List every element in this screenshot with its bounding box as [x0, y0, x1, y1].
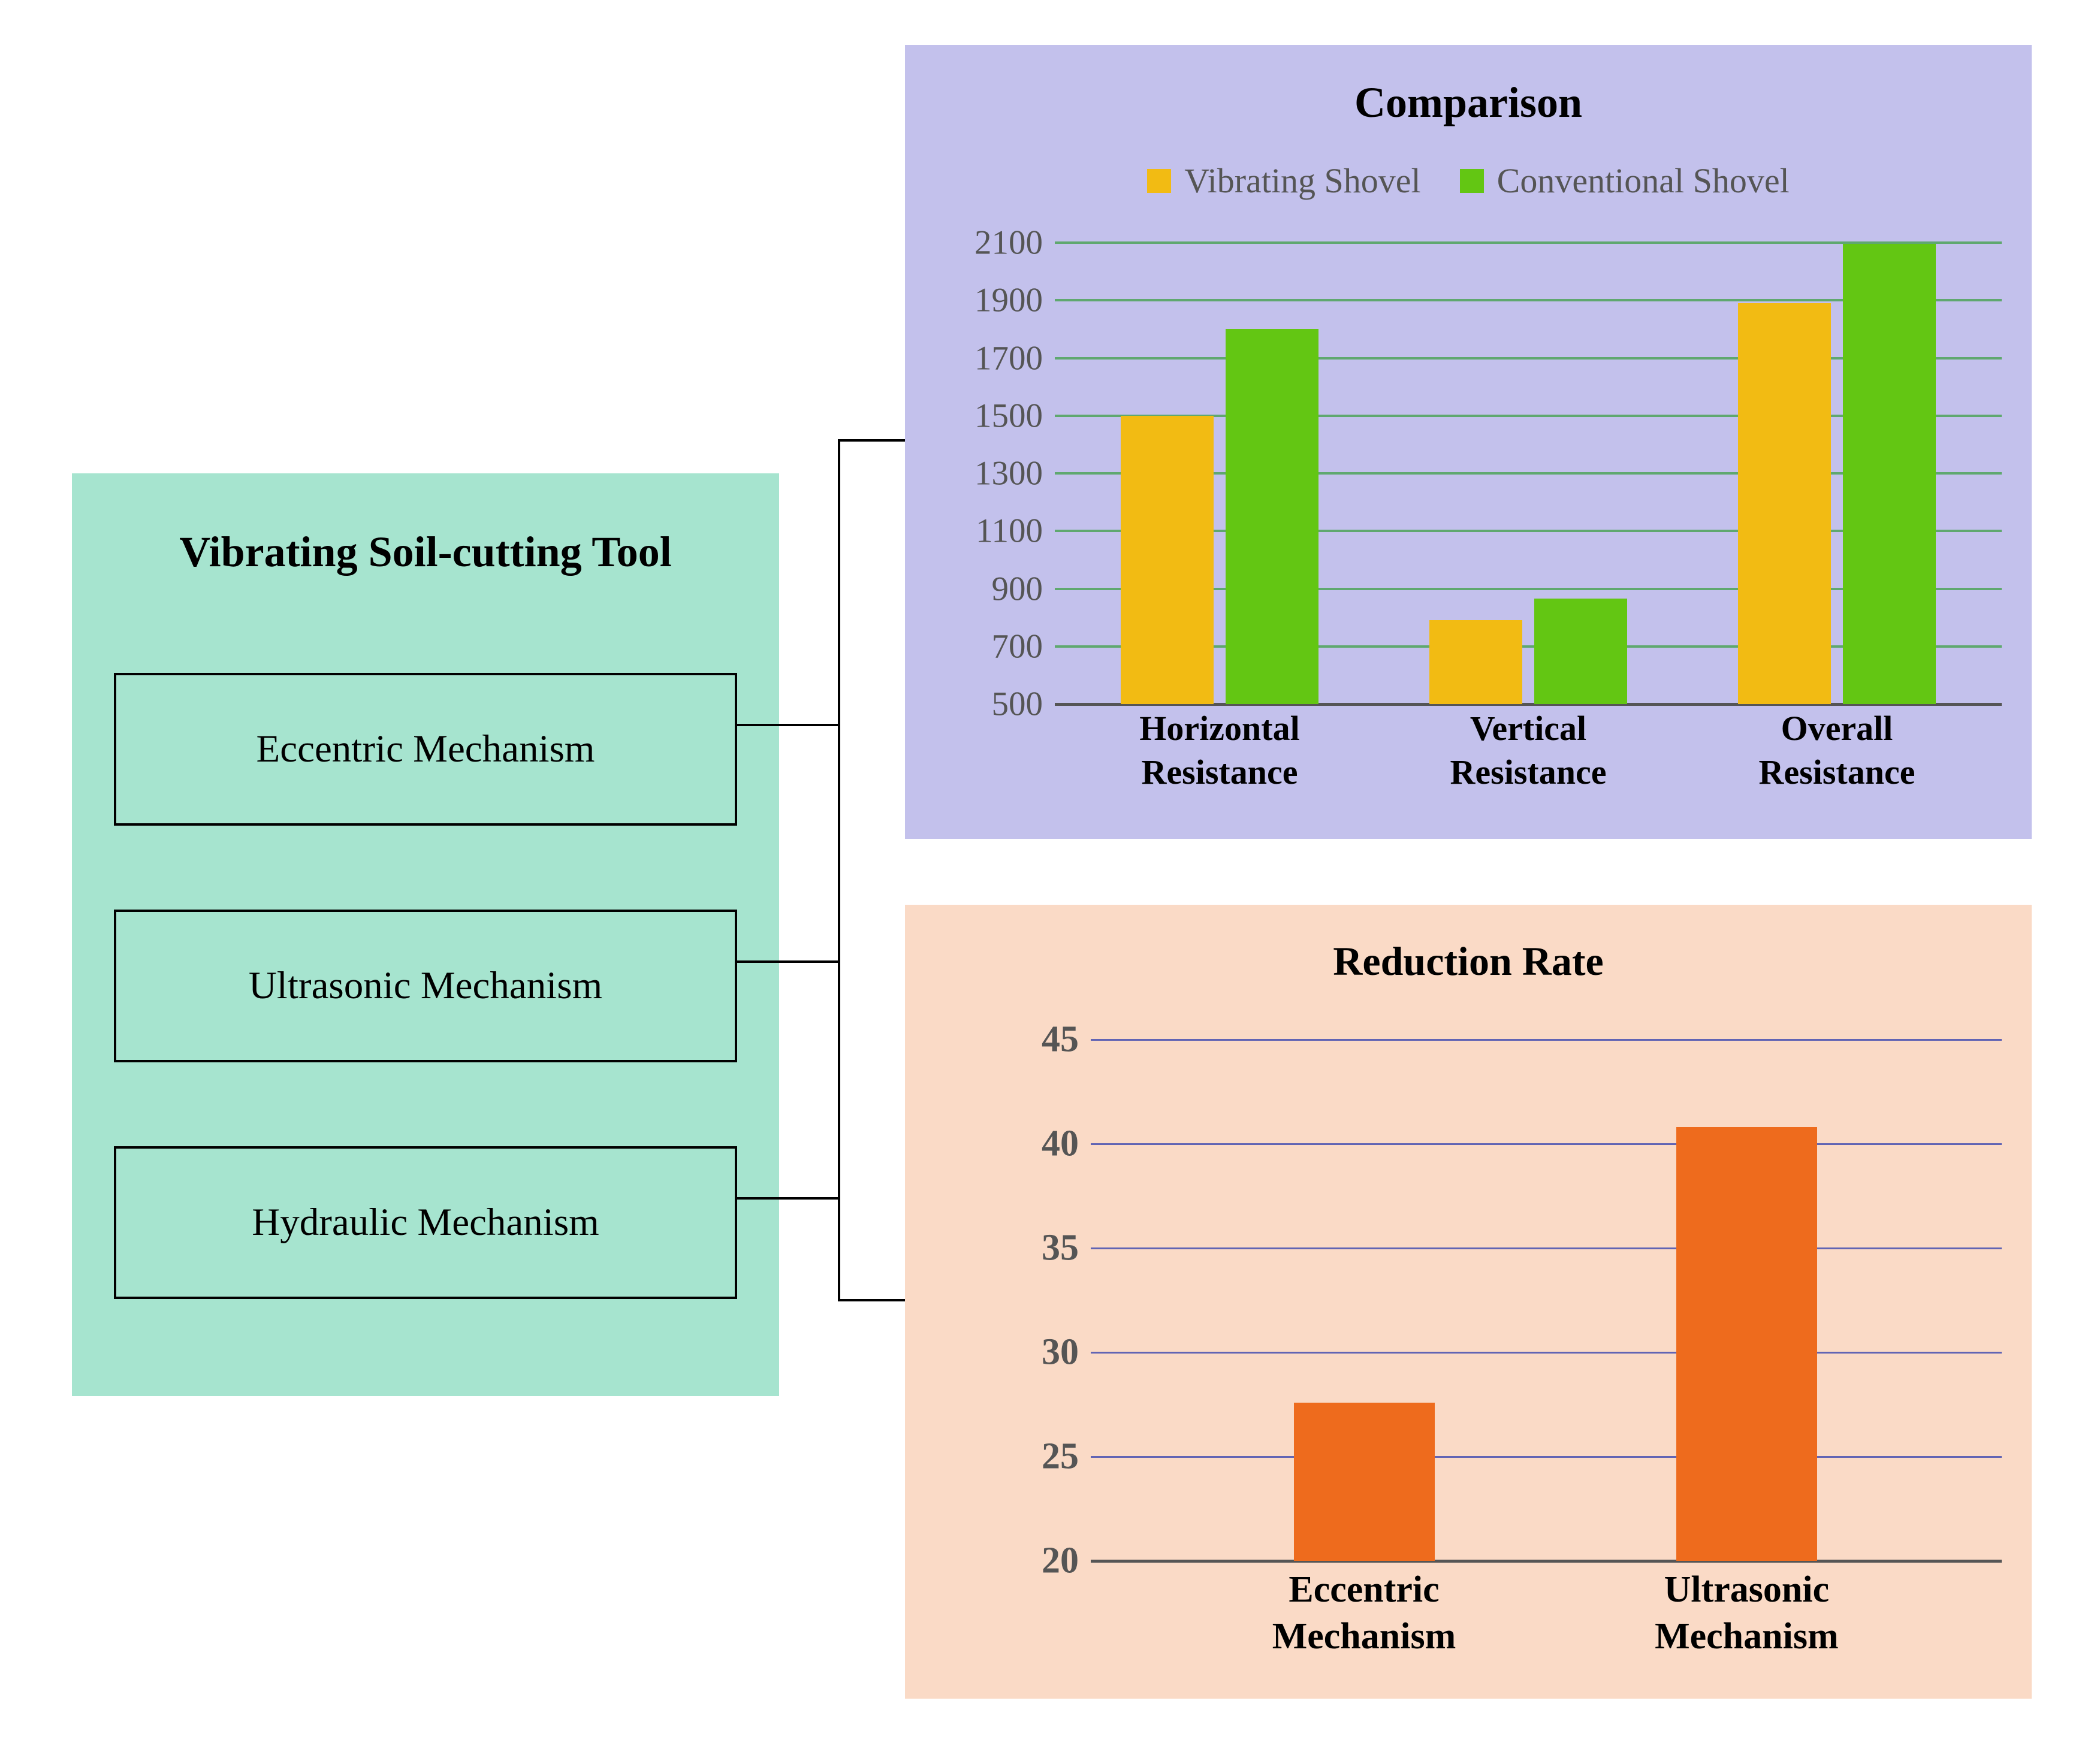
legend-label: Vibrating Shovel [1184, 161, 1420, 201]
gridline [1091, 1247, 2002, 1249]
y-tick-label: 40 [983, 1123, 1079, 1165]
x-category-label: VerticalResistance [1393, 707, 1663, 794]
mechanism-box: Eccentric Mechanism [114, 673, 737, 826]
bar [1226, 329, 1318, 704]
bar [1676, 1127, 1817, 1561]
gridline [1091, 1352, 2002, 1354]
bar [1843, 244, 1936, 704]
y-tick-label: 25 [983, 1436, 1079, 1478]
y-tick-label: 900 [911, 569, 1043, 608]
comparison-chart-title: Comparison [905, 78, 2032, 128]
bar [1294, 1403, 1435, 1561]
mechanism-label: Eccentric Mechanism [257, 727, 595, 772]
bar [1429, 620, 1522, 704]
y-tick-label: 500 [911, 685, 1043, 724]
mechanism-label: Hydraulic Mechanism [252, 1200, 599, 1245]
y-tick-label: 45 [983, 1019, 1079, 1061]
legend-item: Vibrating Shovel [1147, 161, 1420, 201]
y-tick-label: 1700 [911, 339, 1043, 377]
mechanisms-panel-title: Vibrating Soil-cutting Tool [114, 527, 737, 577]
y-tick-label: 1100 [911, 512, 1043, 551]
legend-item: Conventional Shovel [1460, 161, 1790, 201]
mechanism-box: Ultrasonic Mechanism [114, 910, 737, 1062]
y-tick-label: 1300 [911, 454, 1043, 493]
x-category-label: UltrasonicMechanism [1597, 1567, 1896, 1660]
reduction-chart-title: Reduction Rate [905, 938, 2032, 985]
mechanisms-panel: Vibrating Soil-cutting Tool Eccentric Me… [72, 473, 779, 1396]
comparison-chart-panel: Comparison Vibrating Shovel Conventional … [905, 45, 2032, 839]
gridline [1055, 241, 2002, 244]
x-axis-line [1091, 1560, 2002, 1563]
y-tick-label: 2100 [911, 223, 1043, 262]
gridline [1091, 1143, 2002, 1145]
comparison-chart-plot: 500700900110013001500170019002100Horizon… [1055, 243, 2002, 704]
y-tick-label: 30 [983, 1331, 1079, 1374]
y-tick-label: 35 [983, 1227, 1079, 1270]
gridline [1091, 1039, 2002, 1041]
mechanism-box: Hydraulic Mechanism [114, 1146, 737, 1299]
legend-swatch [1147, 169, 1171, 193]
bar [1738, 303, 1831, 704]
legend-label: Conventional Shovel [1497, 161, 1790, 201]
x-category-label: HorizontalResistance [1085, 707, 1354, 794]
x-category-label: OverallResistance [1702, 707, 1972, 794]
y-tick-label: 1900 [911, 281, 1043, 320]
reduction-chart-panel: Reduction Rate 202530354045EccentricMech… [905, 905, 2032, 1699]
bar [1121, 416, 1214, 704]
gridline [1091, 1456, 2002, 1458]
bar [1534, 599, 1627, 704]
y-tick-label: 1500 [911, 396, 1043, 435]
mechanism-label: Ultrasonic Mechanism [249, 963, 602, 1008]
y-tick-label: 20 [983, 1540, 1079, 1582]
x-category-label: EccentricMechanism [1214, 1567, 1514, 1660]
y-tick-label: 700 [911, 627, 1043, 666]
legend-swatch [1460, 169, 1484, 193]
comparison-chart-legend: Vibrating Shovel Conventional Shovel [905, 161, 2032, 201]
reduction-chart-plot: 202530354045EccentricMechanismUltrasonic… [1091, 1040, 2002, 1561]
